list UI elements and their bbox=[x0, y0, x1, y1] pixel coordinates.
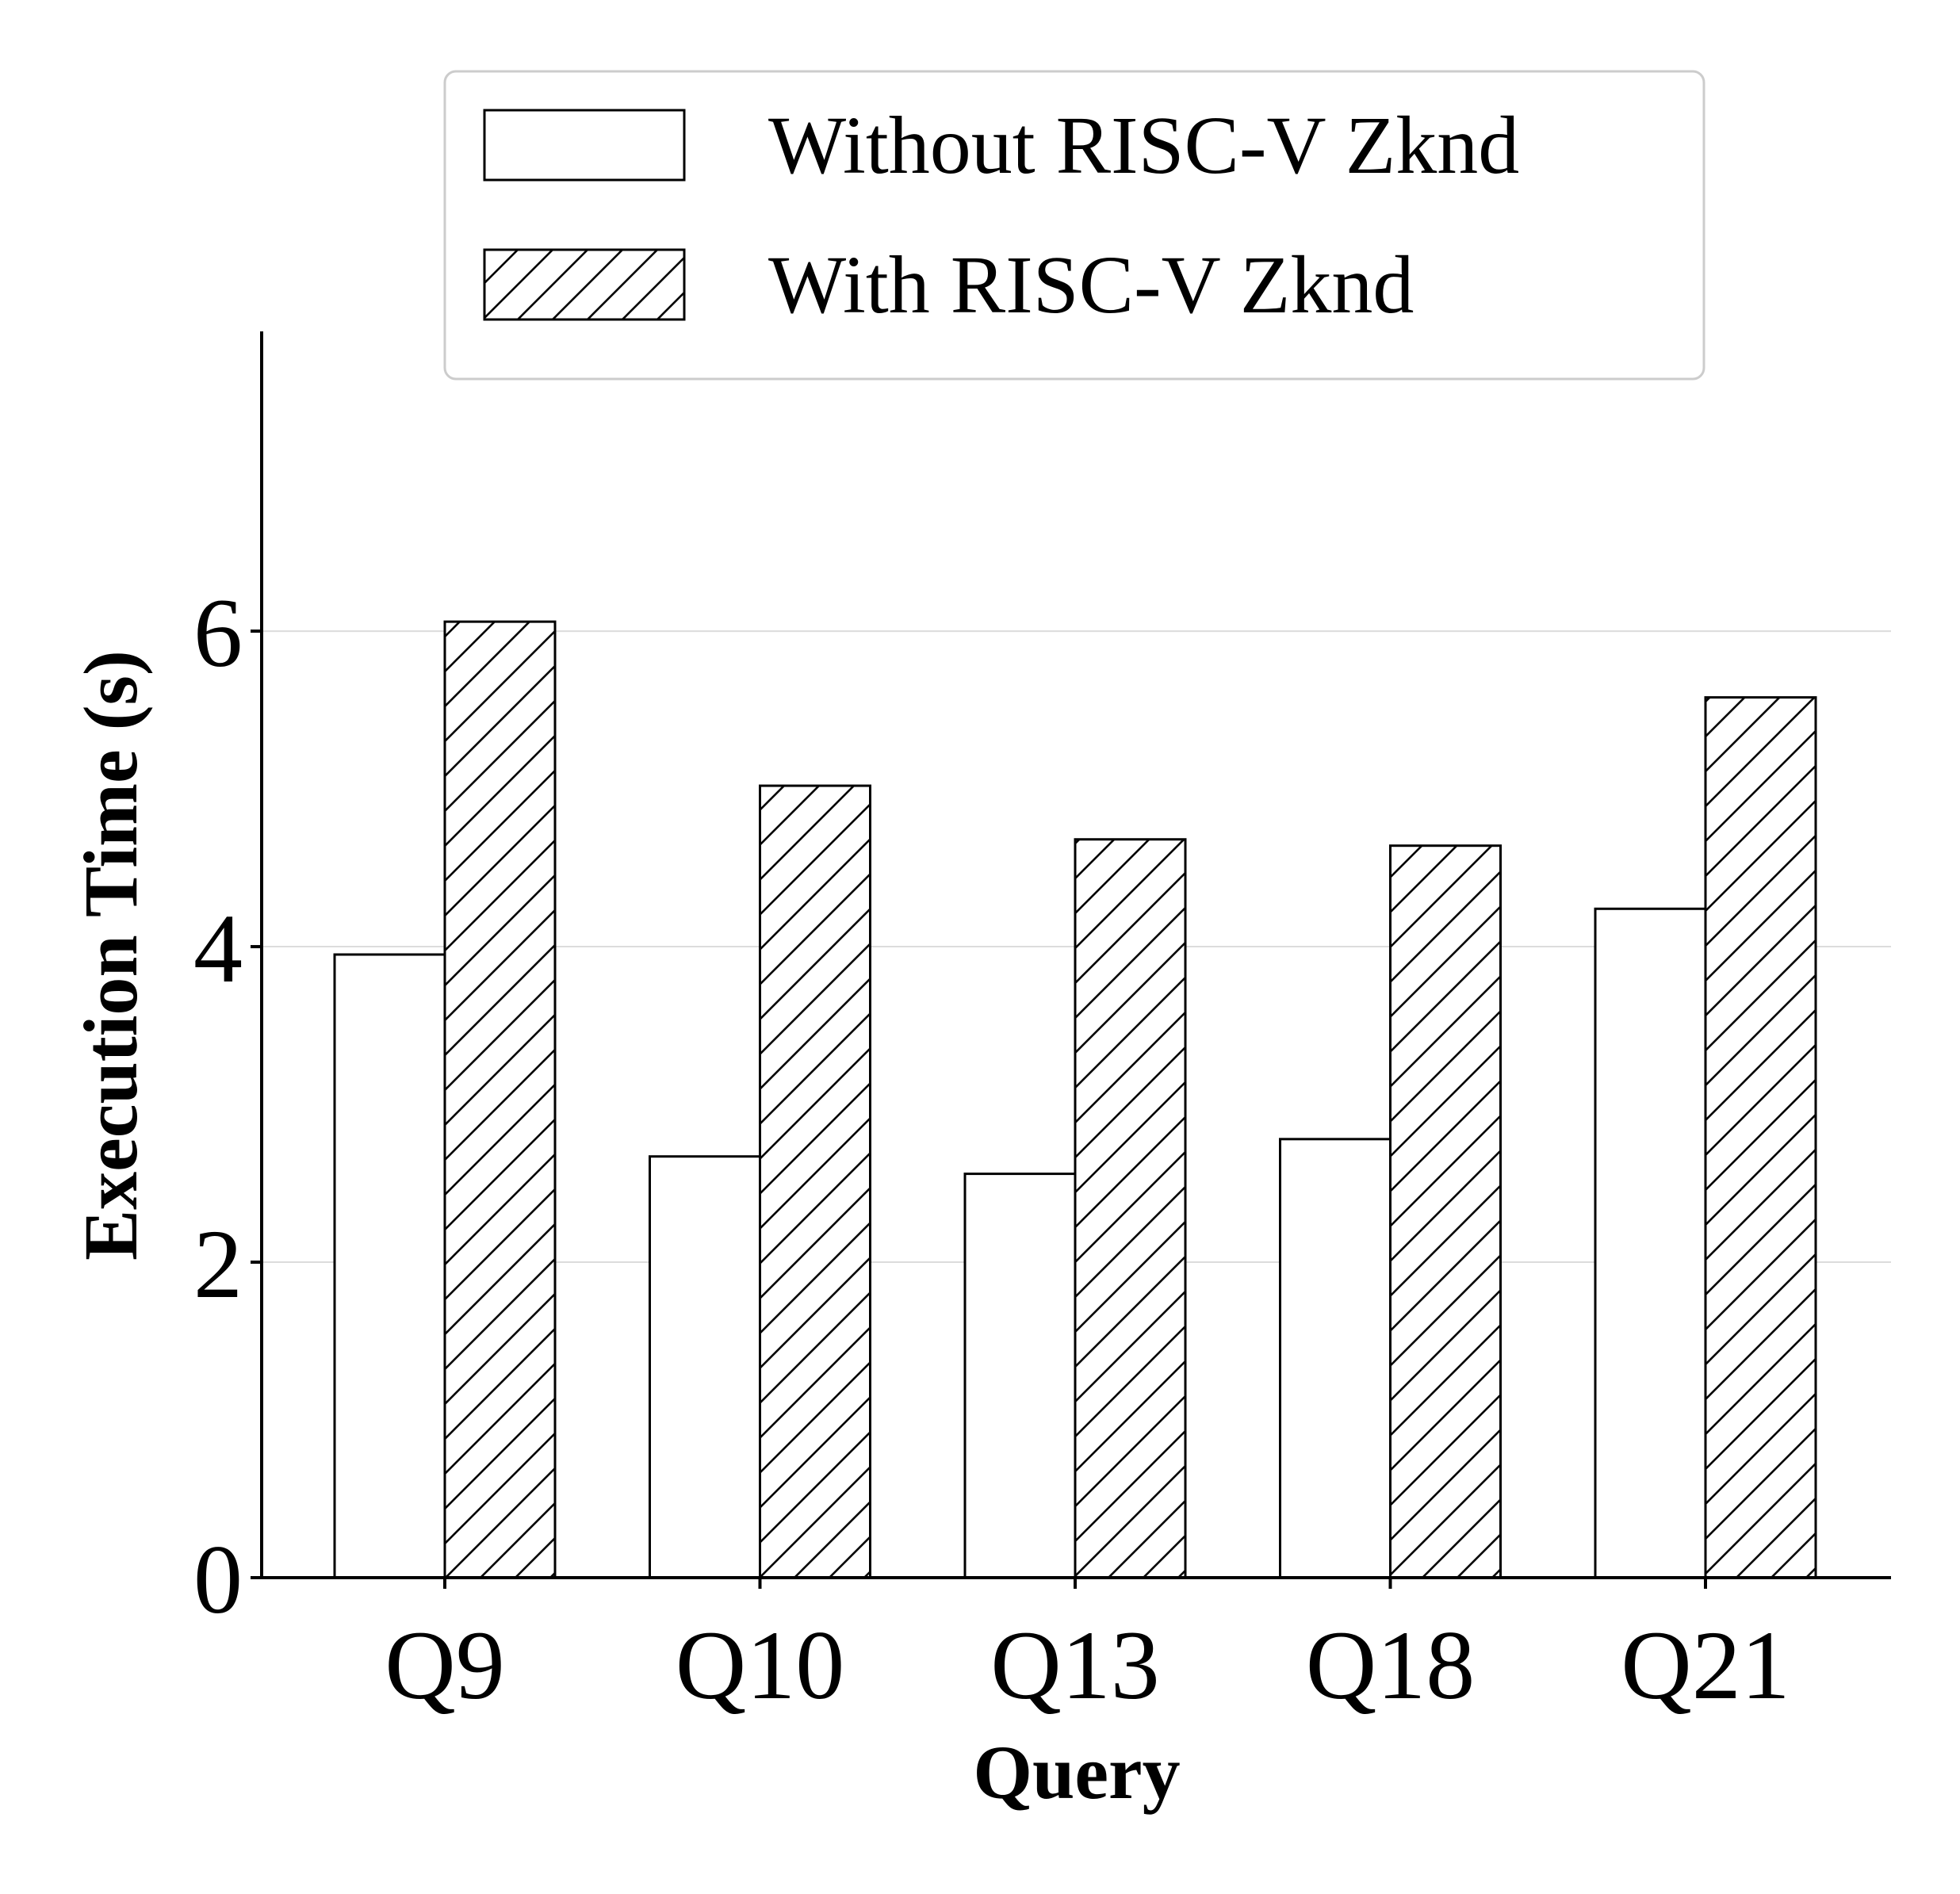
bar-with-zknd-q21 bbox=[1704, 696, 1817, 1579]
bar-with-zknd-q10 bbox=[759, 784, 871, 1579]
bar-without-zknd-q9 bbox=[333, 953, 446, 1579]
bar-with-zknd-q9 bbox=[443, 620, 557, 1579]
bar-with-zknd-q13 bbox=[1074, 838, 1187, 1579]
x-tick-label: Q9 bbox=[385, 1611, 505, 1720]
bar-without-zknd-q13 bbox=[963, 1173, 1077, 1579]
x-axis-title: Query bbox=[973, 1730, 1180, 1815]
x-tick-label: Q18 bbox=[1306, 1611, 1476, 1720]
bar-without-zknd-q10 bbox=[649, 1155, 761, 1579]
bars bbox=[333, 620, 1817, 1579]
legend-label-without: Without RISC-V Zknd bbox=[768, 100, 1519, 191]
x-tick-label: Q21 bbox=[1621, 1611, 1790, 1720]
legend: Without RISC-V Zknd With RISC-V Zknd bbox=[443, 70, 1705, 381]
x-ticks: Q9 Q10 Q13 Q18 Q21 bbox=[385, 1578, 1790, 1720]
legend-label-with: With RISC-V Zknd bbox=[768, 239, 1414, 331]
bar-with-zknd-q18 bbox=[1389, 844, 1502, 1579]
y-tick-label: 2 bbox=[193, 1210, 243, 1318]
y-tick-label: 6 bbox=[193, 579, 243, 687]
y-tick-label: 4 bbox=[193, 894, 243, 1003]
x-tick-label: Q10 bbox=[676, 1611, 845, 1720]
legend-items: Without RISC-V Zknd With RISC-V Zknd bbox=[483, 100, 1519, 331]
x-tick-label: Q13 bbox=[990, 1611, 1160, 1720]
axes bbox=[252, 331, 1891, 1579]
y-ticks: 0 2 4 6 bbox=[193, 579, 262, 1634]
legend-swatch-with bbox=[483, 248, 686, 321]
bar-without-zknd-q21 bbox=[1594, 907, 1707, 1579]
bar-without-zknd-q18 bbox=[1279, 1138, 1392, 1579]
y-axis-title: Execution Time (s) bbox=[68, 650, 153, 1261]
legend-frame bbox=[443, 70, 1705, 381]
y-tick-label: 0 bbox=[193, 1525, 243, 1634]
legend-swatch-without bbox=[483, 109, 686, 182]
